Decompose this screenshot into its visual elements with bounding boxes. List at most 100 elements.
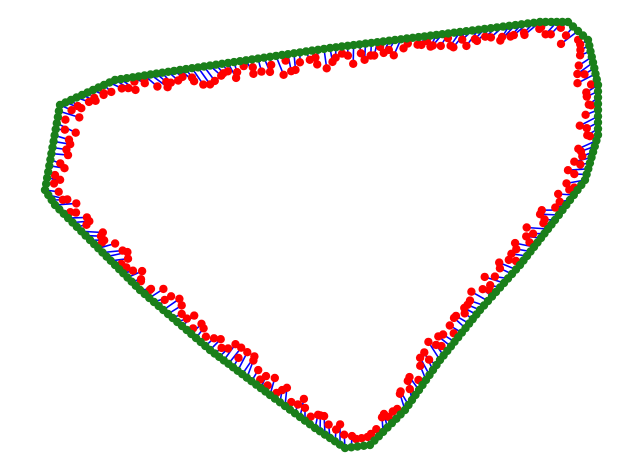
path-point	[593, 112, 603, 121]
observation-point	[223, 344, 233, 353]
observation-point	[356, 49, 366, 58]
observation-point	[546, 30, 555, 39]
observation-point	[496, 36, 505, 45]
observation-point	[522, 223, 531, 232]
observation-point	[177, 301, 186, 310]
observation-point	[64, 135, 74, 144]
observation-point	[136, 275, 146, 284]
observation-point	[300, 403, 310, 413]
observation-point	[586, 80, 596, 89]
path-point	[593, 124, 603, 133]
observation-point	[61, 115, 70, 124]
observation-point	[486, 33, 496, 42]
observation-point	[199, 80, 208, 89]
path-point	[523, 19, 532, 28]
observation-point	[175, 294, 184, 303]
observation-point	[389, 51, 398, 60]
path-point	[593, 80, 603, 90]
observation-point	[73, 101, 83, 111]
observation-point	[445, 321, 454, 330]
observation-point	[67, 106, 76, 115]
observation-point	[98, 228, 108, 237]
observation-point	[313, 60, 322, 69]
observation-point	[216, 335, 225, 344]
observation-point	[535, 24, 544, 34]
observation-point	[99, 89, 108, 98]
observation-point	[249, 69, 258, 79]
observation-point	[295, 58, 305, 67]
observation-point	[177, 309, 186, 319]
observation-point	[153, 82, 162, 91]
observation-point	[331, 53, 340, 62]
observation-point	[581, 110, 590, 120]
observation-point	[324, 420, 333, 429]
observation-point	[209, 334, 219, 343]
observation-point	[56, 159, 65, 168]
observation-point	[574, 61, 583, 70]
observation-point	[562, 179, 571, 188]
observation-point	[75, 113, 84, 122]
observation-point	[146, 284, 156, 294]
observation-point	[123, 254, 133, 263]
observation-point	[582, 92, 591, 101]
observation-point	[586, 101, 596, 110]
observation-point	[82, 213, 92, 222]
path-point	[353, 442, 362, 451]
observation-point	[243, 348, 252, 357]
observation-point	[555, 197, 564, 206]
observation-point	[405, 384, 414, 394]
observation-point	[117, 84, 127, 93]
observation-point	[331, 425, 341, 434]
observation-point	[576, 160, 585, 169]
path-point	[593, 99, 603, 109]
observation-points	[49, 23, 596, 444]
observation-point	[137, 266, 147, 276]
path-point	[498, 22, 508, 31]
observation-point	[291, 65, 300, 75]
path-point	[44, 190, 53, 200]
observation-point	[573, 79, 582, 88]
observation-point	[124, 83, 133, 93]
observation-point	[270, 373, 279, 383]
observation-point	[528, 229, 538, 238]
observation-point	[107, 87, 116, 97]
observation-point	[360, 55, 369, 64]
path-point	[462, 27, 471, 36]
observation-point	[415, 353, 425, 362]
path-point	[593, 93, 603, 102]
observation-point	[131, 85, 140, 95]
observation-point	[578, 152, 587, 161]
observation-point	[234, 353, 243, 363]
path-point	[347, 443, 356, 452]
observation-point	[575, 121, 584, 130]
observation-point	[187, 73, 197, 82]
observation-point	[349, 59, 358, 68]
path-point	[505, 21, 514, 30]
observation-point	[340, 430, 349, 439]
path-point	[474, 25, 483, 34]
path-point	[365, 440, 375, 450]
observation-point	[254, 365, 263, 375]
observation-point	[551, 203, 560, 212]
observation-point	[201, 332, 211, 341]
observation-point	[563, 166, 573, 175]
observation-point	[71, 128, 80, 137]
observation-point	[63, 195, 72, 204]
path-point	[486, 24, 495, 33]
observation-point	[257, 67, 266, 76]
observation-point	[90, 93, 99, 103]
observation-point	[178, 72, 187, 82]
observation-point	[395, 389, 405, 398]
path-point	[517, 20, 526, 29]
observation-point	[428, 41, 437, 50]
path-point	[480, 24, 489, 34]
observation-point	[54, 187, 63, 196]
observation-point	[403, 376, 412, 386]
observation-point	[347, 431, 357, 441]
observation-point	[416, 361, 425, 370]
observation-point	[490, 272, 500, 281]
observation-point	[166, 292, 176, 301]
observation-point	[431, 340, 441, 350]
observation-point	[449, 43, 458, 52]
observation-point	[377, 413, 387, 422]
